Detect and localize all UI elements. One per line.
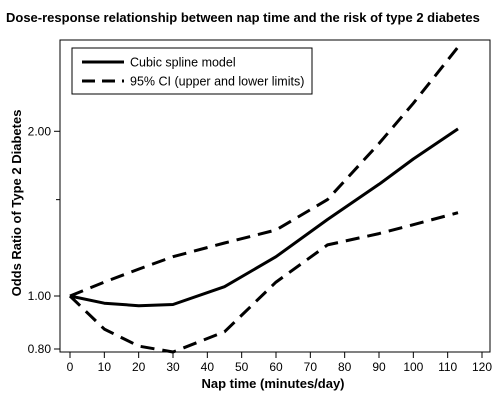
x-axis-label: Nap time (minutes/day) xyxy=(201,376,344,391)
x-tick-label: 100 xyxy=(403,360,423,374)
legend-label: 95% CI (upper and lower limits) xyxy=(130,75,304,89)
legend-label: Cubic spline model xyxy=(130,56,236,70)
x-tick-label: 90 xyxy=(372,360,386,374)
x-tick-label: 120 xyxy=(472,360,492,374)
x-tick-label: 10 xyxy=(98,360,112,374)
chart-title: Dose-response relationship between nap t… xyxy=(6,10,480,25)
x-tick-label: 50 xyxy=(235,360,249,374)
y-tick-label: 0.80 xyxy=(28,342,52,356)
x-tick-label: 40 xyxy=(201,360,215,374)
plot-frame xyxy=(59,39,491,353)
x-tick-label: 70 xyxy=(304,360,318,374)
y-tick-label: 1.00 xyxy=(28,289,52,303)
y-axis-label: Odds Ratio of Type 2 Diabetes xyxy=(9,110,24,297)
x-tick-label: 60 xyxy=(269,360,283,374)
x-tick-label: 80 xyxy=(338,360,352,374)
legend: Cubic spline model 95% CI (upper and lowe… xyxy=(71,47,313,95)
x-tick-label: 30 xyxy=(166,360,180,374)
spline-line xyxy=(69,127,459,308)
plot-area: 0 10 20 30 40 50 60 70 80 90 100 110 120 0.80 1.00 2.00 xyxy=(28,39,492,374)
legend-box xyxy=(71,47,313,95)
ci-lower-line xyxy=(68,211,459,354)
ci-upper-line xyxy=(69,46,460,298)
x-tick-label: 20 xyxy=(132,360,146,374)
x-tick-label: 110 xyxy=(438,360,457,374)
x-tick-label: 0 xyxy=(67,360,74,374)
y-tick-label: 2.00 xyxy=(28,124,52,138)
